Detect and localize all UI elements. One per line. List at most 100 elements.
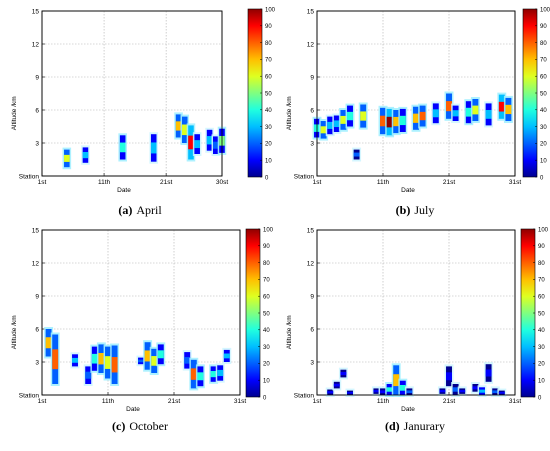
colorbar-tick-label: 40	[263, 328, 270, 334]
y-tick-label: 12	[307, 261, 315, 268]
data-column-core	[98, 352, 105, 365]
data-column-core	[353, 152, 360, 157]
data-column-core	[181, 124, 188, 136]
plot-border	[316, 229, 516, 396]
data-column-core	[188, 135, 194, 150]
caption-text: July	[414, 203, 434, 217]
data-column-core	[45, 337, 52, 349]
x-tick-label: 30st	[216, 179, 228, 186]
colorbar-tick-label: 50	[538, 311, 545, 317]
data-column-core	[452, 110, 459, 117]
data-column-core	[340, 372, 347, 376]
data-column-core	[82, 152, 89, 159]
colorbar-tick-label: 100	[538, 227, 549, 233]
colorbar-tick-label: 80	[538, 261, 545, 267]
data-column-core	[333, 120, 340, 128]
colorbar-tick-label: 30	[265, 125, 272, 131]
colorbar-tick-label: 50	[265, 91, 272, 97]
colorbar-tick-label: 80	[263, 261, 270, 267]
y-tick-label: 6	[35, 327, 39, 334]
colorbar-tick-label: 20	[265, 142, 272, 148]
y-axis-label: Altitude /km	[286, 96, 293, 130]
y-tick-label: 9	[35, 75, 39, 82]
data-column-core	[190, 368, 197, 380]
y-tick-label: Station	[19, 393, 40, 400]
y-tick-label: 9	[310, 75, 314, 82]
x-tick-label: 21st	[168, 398, 180, 405]
y-tick-label: Station	[294, 393, 315, 400]
data-column-core	[393, 374, 400, 387]
data-column-core	[144, 350, 151, 362]
y-axis-label: Altitude /km	[286, 315, 293, 349]
caption-label: (a)	[118, 203, 132, 217]
colorbar-tick-label: 60	[538, 295, 545, 301]
colorbar-tick-label: 30	[538, 345, 545, 351]
y-tick-label: 6	[310, 108, 314, 115]
colorbar-tick-label: 10	[263, 379, 270, 385]
y-tick-label: 6	[310, 327, 314, 334]
colorbar	[247, 8, 263, 178]
colorbar-tick-label: 90	[265, 24, 272, 30]
data-column-core	[347, 111, 353, 121]
y-tick-label: 12	[307, 42, 315, 49]
y-axis-label: Altitude /km	[11, 315, 18, 349]
colorbar-tick-label: 100	[540, 7, 550, 13]
data-column-core	[386, 116, 393, 128]
data-column-core	[105, 356, 111, 369]
data-column-core	[446, 372, 452, 381]
data-column-core	[419, 111, 426, 121]
data-column-core	[479, 389, 485, 393]
data-column-core	[347, 391, 353, 394]
data-column-core	[498, 391, 505, 394]
x-tick-label: 11th	[98, 179, 111, 186]
colorbar-tick-label: 10	[540, 159, 547, 165]
x-axis-label: Date	[401, 187, 415, 194]
colorbar-tick-label: 10	[538, 379, 545, 385]
chart-panel-janurary: Station 3 6 9 12 15 1st 11th 21st 31st Date Altitud…	[286, 227, 549, 433]
colorbar-tick-label: 70	[538, 278, 545, 284]
chart-panel-april: Station 3 6 9 12 15 1st 11th 21st 30st Date Altitud…	[11, 7, 276, 217]
colorbar-tick-label: 0	[263, 395, 267, 401]
data-column-core	[399, 115, 406, 126]
data-column-core	[150, 142, 157, 154]
y-axis-label: Altitude /km	[11, 96, 18, 130]
y-tick-label: 6	[35, 108, 39, 115]
colorbar-tick-label: 0	[265, 175, 269, 181]
colorbar-tick-label: 90	[263, 244, 270, 250]
caption-text: October	[129, 419, 168, 433]
data-column-core	[72, 357, 78, 363]
colorbar-tick-label: 0	[540, 175, 544, 181]
data-column-core	[197, 372, 204, 381]
data-column-core	[472, 105, 479, 115]
data-column-core	[498, 101, 505, 112]
x-tick-label: 21st	[443, 398, 455, 405]
colorbar	[520, 228, 536, 398]
colorbar-tick-label: 20	[263, 362, 270, 368]
colorbar-tick-label: 100	[265, 7, 276, 13]
data-column-core	[223, 353, 230, 359]
data-column-core	[111, 357, 118, 373]
data-column-core	[151, 356, 158, 366]
colorbar	[522, 8, 538, 178]
figure-caption: (b) July	[396, 203, 435, 217]
x-tick-label: 21st	[160, 179, 172, 186]
data-column-core	[327, 391, 334, 394]
y-tick-label: 3	[35, 360, 39, 367]
data-column-core	[406, 390, 413, 394]
colorbar-tick-label: 20	[540, 142, 547, 148]
figure-caption: (c) October	[112, 419, 168, 433]
x-axis-label: Date	[117, 187, 131, 194]
data-column-core	[333, 383, 340, 387]
data-column-core	[472, 386, 479, 390]
x-tick-label: 21st	[443, 179, 455, 186]
x-axis-label: Date	[401, 406, 415, 413]
colorbar-tick-label: 40	[540, 108, 547, 114]
plot-border	[41, 10, 223, 177]
data-column-core	[184, 357, 191, 364]
y-tick-label: 15	[32, 228, 40, 235]
data-column-core	[157, 350, 164, 359]
x-tick-label: 31st	[509, 398, 521, 405]
data-column-core	[459, 390, 466, 393]
